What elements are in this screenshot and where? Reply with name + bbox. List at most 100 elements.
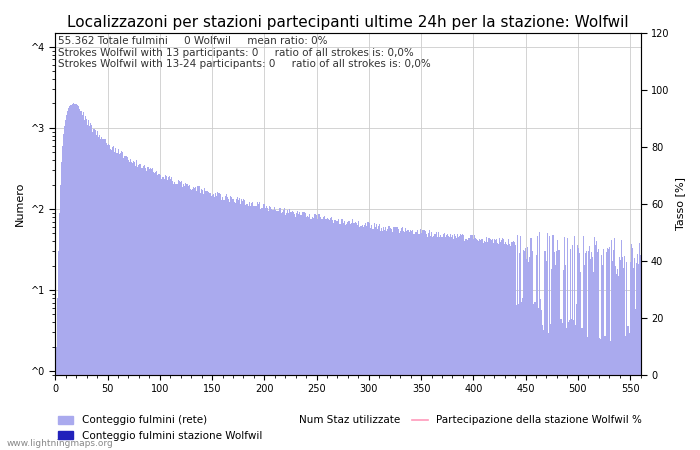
Bar (398, 233, 400, 450)
Bar (256, 202, 258, 450)
Bar (92, 132, 94, 450)
Bar (341, 219, 342, 450)
Bar (626, 262, 627, 450)
Bar (94, 129, 95, 450)
Bar (637, 254, 638, 450)
Bar (384, 230, 385, 450)
Bar (216, 196, 217, 450)
Bar (193, 187, 194, 450)
Bar (196, 191, 197, 450)
Bar (269, 206, 270, 450)
Bar (636, 263, 637, 450)
Bar (633, 268, 634, 450)
Bar (94, 130, 96, 450)
Bar (311, 219, 312, 450)
Bar (347, 222, 349, 450)
Bar (478, 241, 479, 450)
Bar (97, 131, 98, 450)
Bar (452, 235, 453, 450)
Bar (386, 231, 387, 450)
Bar (368, 222, 370, 450)
Bar (588, 251, 589, 450)
Bar (56, 346, 57, 450)
Bar (623, 268, 624, 450)
Bar (385, 227, 386, 450)
Bar (354, 223, 355, 450)
Bar (120, 151, 122, 450)
Bar (559, 319, 561, 450)
Bar (272, 210, 273, 450)
Bar (545, 252, 546, 450)
Bar (440, 235, 442, 450)
Bar (590, 259, 591, 450)
Bar (483, 243, 484, 450)
Bar (60, 184, 61, 450)
Bar (111, 150, 112, 450)
Bar (247, 204, 248, 450)
Bar (500, 242, 501, 450)
Bar (619, 256, 620, 450)
Bar (253, 207, 254, 450)
Bar (356, 223, 357, 450)
Bar (214, 197, 215, 450)
Bar (411, 231, 412, 450)
Bar (517, 235, 518, 450)
Bar (203, 194, 204, 450)
Bar (339, 224, 340, 450)
Bar (491, 239, 493, 450)
Bar (290, 212, 291, 450)
Bar (362, 225, 363, 450)
Bar (525, 248, 526, 450)
Bar (395, 226, 396, 450)
Text: 55.362 Totale fulmini     0 Wolfwil     mean ratio: 0%
Strokes Wolfwil with 13 p: 55.362 Totale fulmini 0 Wolfwil mean rat… (58, 36, 431, 69)
Bar (358, 221, 359, 450)
Bar (423, 230, 424, 450)
Bar (498, 244, 499, 450)
Y-axis label: Numero: Numero (15, 181, 25, 226)
Bar (174, 182, 175, 450)
Bar (61, 162, 62, 450)
Bar (355, 222, 356, 450)
Bar (346, 224, 347, 450)
Bar (618, 276, 619, 450)
Bar (466, 240, 468, 450)
Bar (510, 246, 512, 450)
Bar (431, 232, 432, 450)
Bar (393, 227, 394, 450)
Bar (408, 230, 409, 450)
Bar (176, 184, 177, 450)
Bar (434, 234, 435, 450)
Bar (566, 328, 567, 450)
Bar (638, 264, 639, 450)
Bar (382, 230, 383, 450)
Bar (267, 208, 268, 450)
Bar (134, 162, 135, 450)
Bar (262, 204, 264, 450)
Bar (308, 217, 309, 450)
Bar (374, 227, 376, 450)
Bar (504, 244, 505, 450)
Bar (249, 202, 250, 450)
Bar (207, 191, 209, 450)
Text: www.lightningmaps.org: www.lightningmaps.org (7, 439, 113, 448)
Bar (211, 195, 213, 450)
Bar (459, 236, 461, 450)
Bar (589, 246, 590, 450)
Bar (387, 230, 388, 450)
Bar (554, 252, 555, 450)
Bar (105, 139, 106, 450)
Bar (438, 232, 440, 450)
Bar (252, 202, 253, 450)
Bar (220, 194, 221, 450)
Bar (295, 216, 296, 450)
Bar (477, 240, 478, 450)
Bar (277, 211, 279, 450)
Bar (523, 250, 524, 450)
Bar (240, 203, 241, 450)
Bar (294, 214, 295, 450)
Bar (586, 251, 587, 450)
Bar (599, 338, 601, 450)
Bar (96, 135, 97, 450)
Bar (127, 157, 128, 450)
Bar (568, 322, 569, 450)
